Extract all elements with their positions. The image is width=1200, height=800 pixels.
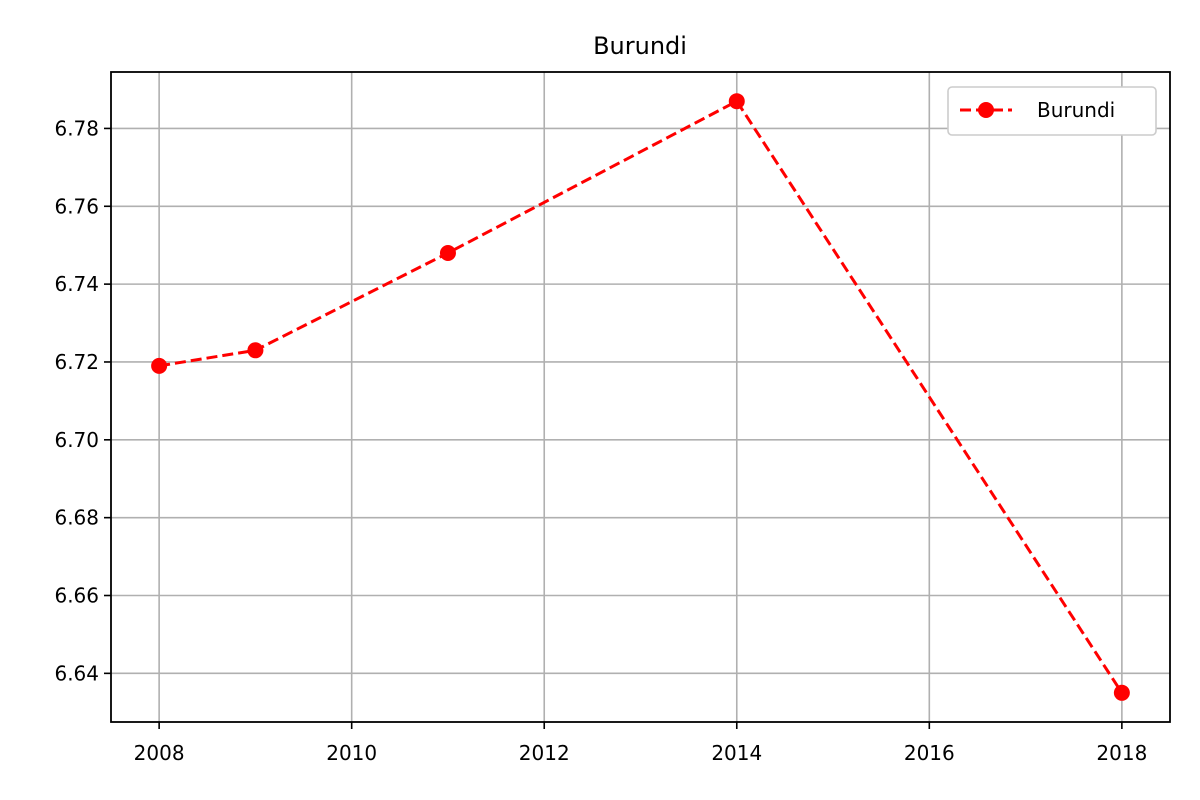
chart-title: Burundi: [593, 32, 687, 60]
series-layer: [151, 93, 1130, 701]
y-tick-label: 6.68: [54, 506, 99, 530]
data-point: [440, 245, 456, 261]
axes: 2008 2010 2012 2014 2016 2018 6.64 6.66 6.68 6.70…: [54, 72, 1170, 765]
data-point: [729, 93, 745, 109]
data-point: [151, 358, 167, 374]
grid: [111, 72, 1170, 722]
data-point: [1114, 685, 1130, 701]
y-tick-label: 6.76: [54, 194, 99, 218]
y-tick-label: 6.64: [54, 661, 99, 685]
y-tick-label: 6.74: [54, 272, 99, 296]
data-point: [247, 342, 263, 358]
legend-marker-swatch: [978, 102, 994, 118]
x-tick-label: 2014: [711, 741, 762, 765]
x-tick-label: 2010: [326, 741, 377, 765]
y-tick-label: 6.72: [54, 350, 99, 374]
x-tick-label: 2012: [519, 741, 570, 765]
plot-frame: [111, 72, 1170, 722]
x-tick-label: 2016: [904, 741, 955, 765]
y-tick-label: 6.70: [54, 428, 99, 452]
x-tick-label: 2008: [134, 741, 185, 765]
x-tick-label: 2018: [1096, 741, 1147, 765]
y-tick-label: 6.78: [54, 116, 99, 140]
legend-label-burundi: Burundi: [1037, 98, 1115, 122]
y-tick-label: 6.66: [54, 584, 99, 608]
series-line-burundi: [159, 101, 1122, 693]
legend: Burundi: [948, 87, 1156, 135]
